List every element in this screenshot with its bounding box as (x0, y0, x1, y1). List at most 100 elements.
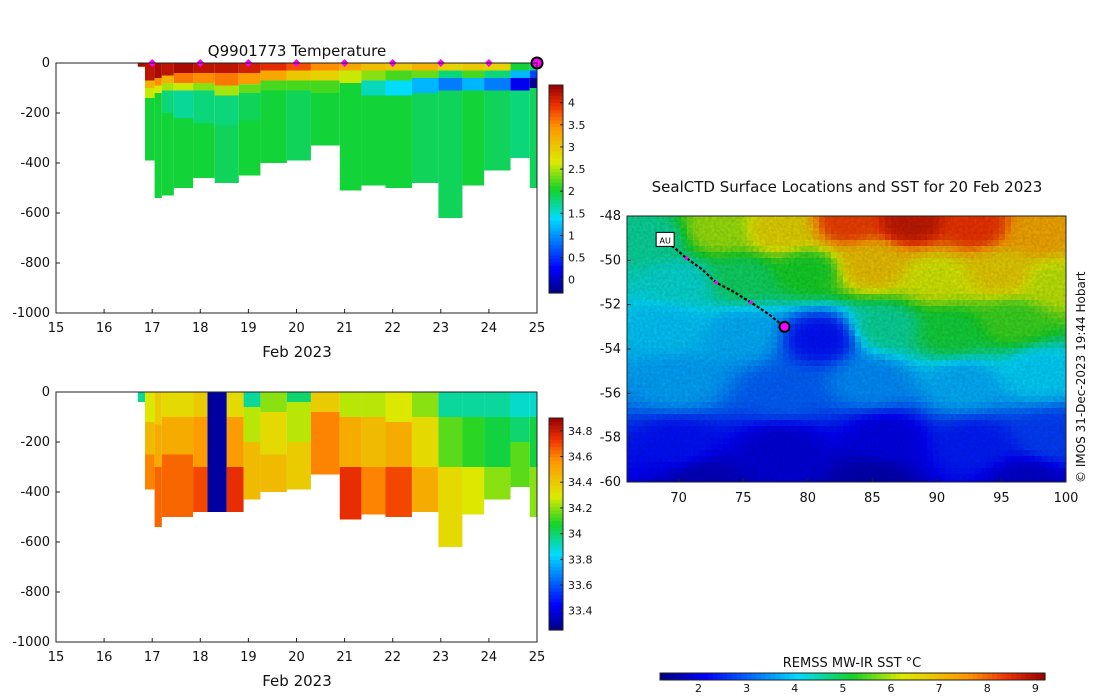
colorbar-segment (549, 524, 563, 529)
map-y-tick-label: -50 (600, 253, 621, 268)
colorbar-segment (549, 435, 563, 440)
temperature-cell (462, 78, 485, 91)
sst-colorbar-segment (992, 673, 998, 680)
salinity-cell (144, 454, 155, 490)
sst-colorbar-segment (972, 673, 979, 680)
salinity-cell (144, 422, 155, 455)
sst-colorbar-segment (866, 673, 873, 680)
colorbar-segment (549, 548, 563, 553)
sst-colorbar: 2 3 4 5 6 7 8 9 (659, 672, 1046, 695)
map-x-tick-label: 75 (735, 491, 752, 506)
colorbar-segment (549, 467, 563, 472)
salinity-cell (144, 392, 155, 422)
salinity-cell (154, 467, 162, 527)
colorbar-segment (549, 88, 563, 93)
temperature-cell (238, 120, 261, 176)
track-start-flag (655, 231, 675, 247)
temperature-cell (361, 80, 386, 96)
temperature-cell (361, 70, 386, 81)
colorbar-frame (548, 84, 564, 294)
sst-colorbar-segment (698, 673, 704, 680)
temperature-cell (484, 90, 511, 171)
colorbar-segment (549, 265, 563, 270)
sst-colorbar-segment (1040, 673, 1046, 680)
sst-colorbar-segment (1025, 673, 1032, 680)
colorbar-segment (549, 577, 563, 582)
salinity-cell (438, 417, 463, 467)
temperature-cell (339, 63, 362, 71)
colorbar-segment (549, 216, 563, 221)
colorbar-segment (549, 227, 563, 232)
sst-colorbar-segment (895, 673, 902, 680)
temperature-cell (173, 73, 194, 83)
temperature-cell (161, 63, 174, 76)
sst-colorbar-segment (943, 673, 950, 680)
temperature-cell (339, 83, 362, 96)
colorbar-segment (549, 171, 563, 176)
temperature-cell (173, 83, 194, 91)
salinity-cell (438, 392, 463, 417)
colorbar-segment (549, 182, 563, 187)
sst-colorbar-segment (900, 673, 907, 680)
sst-colorbar-segment (842, 673, 849, 680)
colorbar-segment (549, 509, 563, 514)
temperature-cell (385, 70, 412, 81)
sst-colorbar-segment (862, 673, 868, 680)
colorbar-segment (549, 98, 563, 103)
salinity-cell (243, 407, 261, 442)
salinity-cell (161, 454, 194, 517)
sst-colorbar-segment (785, 673, 791, 680)
x-tick-label: 17 (144, 321, 161, 336)
sst-colorbar-segment (919, 673, 926, 680)
x-tick-label: 20 (288, 321, 305, 336)
colorbar-segment (549, 185, 563, 190)
y-tick-label: -800 (20, 585, 50, 600)
colorbar-segment (549, 506, 563, 511)
sst-colorbar-segment (717, 673, 724, 680)
x-tick-label: 20 (288, 650, 305, 665)
temperature-cell (385, 63, 412, 71)
temperature-title: Q9901773 Temperature (208, 42, 386, 60)
y-tick-label: 0 (42, 385, 50, 400)
sst-colorbar-tick-label: 5 (839, 682, 846, 695)
sst-colorbar-segment (1016, 673, 1022, 680)
colorbar-segment (549, 478, 563, 483)
colorbar-segment (549, 140, 563, 145)
temperature-cell (214, 125, 239, 183)
x-tick-label: 22 (384, 321, 401, 336)
sst-colorbar-segment (770, 673, 777, 680)
colorbar-segment (549, 272, 563, 277)
colorbar-segment (549, 161, 563, 166)
x-tick-label: 25 (529, 321, 546, 336)
colorbar-segment (549, 261, 563, 266)
salinity-cell (193, 392, 208, 417)
colorbar-segment (549, 534, 563, 539)
salinity-cell (260, 392, 287, 412)
colorbar-segment (549, 275, 563, 280)
colorbar-segment (549, 223, 563, 228)
sst-colorbar-segment (684, 673, 690, 680)
salinity-cell (260, 412, 287, 455)
colorbar-segment (549, 608, 563, 613)
temperature-cell (173, 90, 194, 118)
map-x-tick-label: 90 (929, 491, 946, 506)
sst-colorbar-label: REMSS MW-IR SST °C (783, 656, 922, 671)
colorbar-segment (549, 598, 563, 603)
colorbar-tick-label: 34.6 (568, 451, 593, 464)
sst-texture (627, 216, 1066, 482)
track-point (684, 256, 689, 260)
salinity-cell (462, 417, 485, 467)
temperature-cell (286, 63, 311, 71)
colorbar-segment (549, 594, 563, 599)
colorbar-segment (549, 251, 563, 256)
temperature-cell (339, 95, 362, 191)
x-tick-label: 19 (240, 321, 257, 336)
temperature-cell (310, 70, 340, 81)
map-y-tick-label: -60 (600, 475, 621, 490)
temperature-cell (438, 63, 463, 71)
temperature-cell (193, 73, 215, 83)
salinity-cell (339, 467, 362, 520)
temperature-cell (529, 70, 537, 78)
colorbar-segment (549, 428, 563, 433)
temperature-cell (361, 63, 386, 71)
